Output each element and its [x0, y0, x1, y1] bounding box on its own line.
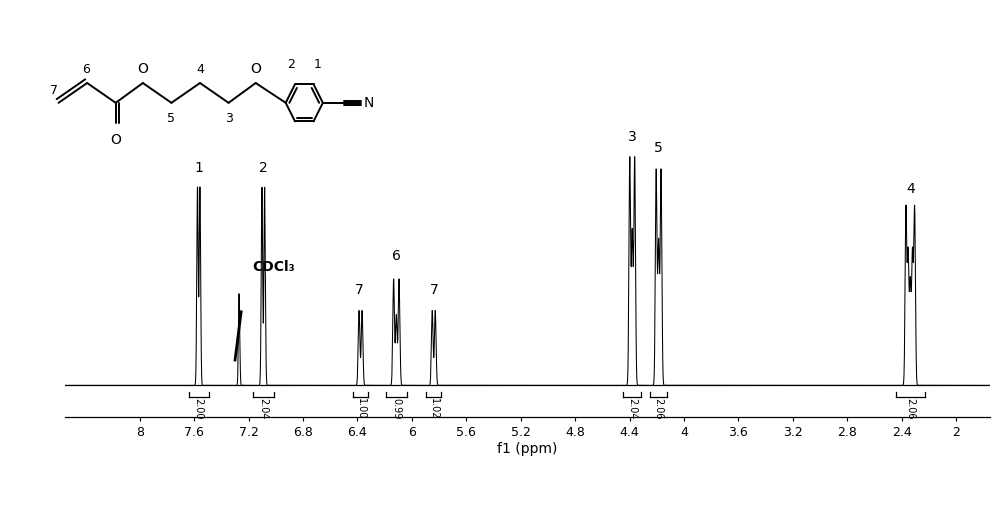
Text: 2: 2: [259, 162, 268, 176]
Text: 0.99: 0.99: [391, 398, 401, 419]
Text: 2.04: 2.04: [627, 398, 637, 419]
Text: O: O: [110, 132, 121, 146]
Text: 2.04: 2.04: [258, 398, 268, 419]
Text: 2.06: 2.06: [654, 398, 664, 419]
Text: 4: 4: [906, 182, 915, 196]
Text: 2.00: 2.00: [194, 398, 204, 419]
Text: 3: 3: [225, 112, 233, 125]
Text: N: N: [364, 96, 374, 110]
Text: 1: 1: [313, 58, 321, 71]
Text: 2.06: 2.06: [905, 398, 915, 419]
X-axis label: f1 (ppm): f1 (ppm): [497, 442, 558, 455]
Text: 7: 7: [354, 283, 363, 297]
Text: 5: 5: [167, 112, 175, 125]
Text: 6: 6: [392, 250, 401, 264]
Text: 6: 6: [82, 64, 90, 77]
Text: 3: 3: [628, 130, 637, 144]
Text: CDCl₃: CDCl₃: [252, 260, 295, 275]
Text: 4: 4: [196, 64, 204, 77]
Text: O: O: [137, 63, 148, 77]
Text: 1.02: 1.02: [429, 398, 439, 419]
Text: 1.00: 1.00: [356, 398, 366, 419]
Text: 7: 7: [50, 84, 58, 97]
Text: O: O: [250, 63, 261, 77]
Text: 2: 2: [287, 58, 295, 71]
Text: 5: 5: [654, 141, 663, 155]
Text: 1: 1: [194, 162, 203, 176]
Text: 7: 7: [430, 283, 438, 297]
